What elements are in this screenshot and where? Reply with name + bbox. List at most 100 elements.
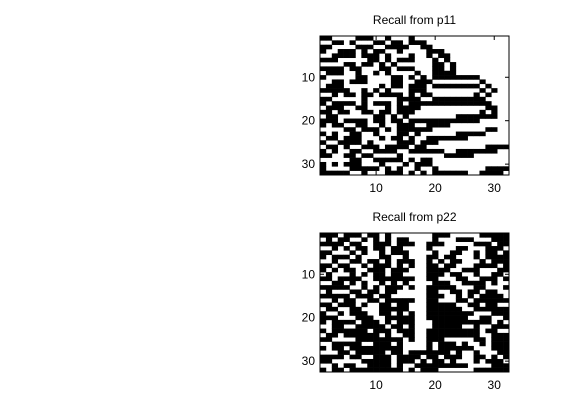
pixel-cell [396, 367, 403, 373]
pixel-cell [325, 153, 333, 158]
pixel-cell [355, 36, 362, 41]
pixel-cell [461, 83, 468, 89]
pixel-cell [438, 337, 445, 342]
subplot-1: Recall from p11 10 20 30 10 20 30 [302, 13, 510, 195]
pixel-cell [432, 328, 439, 334]
pixel-cell [420, 367, 427, 373]
pixel-cell [426, 328, 433, 334]
pixel-cell [491, 254, 498, 260]
pixel-cell [384, 36, 392, 41]
pixel-cell [455, 131, 463, 137]
pixel-cell [325, 354, 333, 360]
pixel-cell [384, 332, 392, 338]
pixel-cell [396, 79, 403, 85]
pixel-cell [438, 350, 445, 355]
pixel-cell [361, 345, 368, 351]
pixel-cell [408, 337, 415, 342]
pixel-cell [384, 319, 392, 325]
pixel-cell [384, 148, 392, 154]
pixel-cell [343, 101, 350, 106]
pixel-cell [497, 306, 504, 312]
pixel-cell [355, 135, 362, 141]
pixel-cell [384, 358, 392, 364]
pixel-cell [426, 254, 433, 260]
pixel-cell [467, 267, 474, 273]
pixel-cell [355, 328, 362, 334]
pixel-cell [438, 53, 445, 59]
subplot-title: Recall from p11 [373, 13, 456, 27]
pixel-cell [414, 83, 421, 89]
pixel-cell [485, 127, 492, 132]
pixel-cell [432, 75, 439, 80]
pixel-cell [390, 298, 398, 303]
pixel-cell [373, 298, 380, 303]
pixel-cell [349, 306, 356, 312]
pixel-cell [479, 298, 486, 303]
pixel-cell [420, 127, 427, 132]
pixel-cell [349, 233, 356, 238]
pixel-cell [384, 315, 392, 321]
x-tick-label: 20 [428, 181, 442, 195]
pixel-cell [396, 75, 403, 80]
pixel-cell [384, 157, 392, 163]
pixel-cell [384, 166, 392, 171]
pixel-cell [379, 267, 386, 273]
pixel-cell [320, 263, 327, 269]
pixel-cell [361, 109, 368, 115]
pixel-cell [349, 341, 356, 347]
pixel-cell [473, 367, 480, 373]
pixel-cell [355, 122, 362, 128]
pixel-cell [491, 363, 498, 368]
pixel-cell [491, 250, 498, 256]
pixel-cell [379, 350, 386, 355]
pixel-cell [373, 350, 380, 355]
pixel-cell [408, 109, 415, 115]
pixel-cell [367, 259, 374, 264]
pixel-cell [373, 341, 380, 347]
pixel-cell [379, 358, 386, 364]
pixel-cell [444, 341, 451, 347]
pixel-cell [455, 237, 463, 242]
pixel-cell [390, 289, 398, 295]
pixel-cell [485, 319, 492, 325]
pixel-cell [467, 289, 474, 295]
pixel-cell [503, 367, 510, 373]
pixel-cell [473, 272, 480, 277]
pixel-cell [325, 233, 333, 238]
pixel-cell [491, 166, 498, 171]
pixel-cell [473, 306, 480, 312]
pixel-cell [320, 285, 327, 290]
pixel-cell [420, 88, 427, 93]
pixel-cell [408, 259, 415, 264]
pixel-cell [449, 118, 457, 124]
pixel-cell [331, 259, 339, 264]
pixel-cell [325, 96, 333, 102]
pixel-cell [449, 62, 457, 67]
pixel-cell [384, 263, 392, 269]
pixel-cell [438, 96, 445, 102]
pixel-cell [485, 306, 492, 312]
pixel-cell [379, 40, 386, 45]
pixel-cell [503, 337, 510, 342]
pixel-cell [390, 367, 398, 373]
pixel-cell [438, 259, 445, 264]
pixel-cell [461, 298, 468, 303]
pixel-cell [473, 280, 480, 286]
pixel-cell [485, 276, 492, 282]
pixel-cell [438, 328, 445, 334]
pixel-cell [432, 62, 439, 67]
pixel-cell [320, 337, 327, 342]
pixel-cell [426, 127, 433, 132]
pixel-cell [320, 148, 327, 154]
pixel-cell [320, 36, 327, 41]
pixel-cell [432, 315, 439, 321]
pixel-cell [367, 109, 374, 115]
pixel-cell [396, 140, 403, 145]
x-tick-label: 10 [369, 378, 383, 392]
pixel-cell [367, 324, 374, 329]
pixel-cell [426, 118, 433, 124]
pixel-cell [455, 328, 463, 334]
pixel-cell [337, 88, 344, 93]
pixel-cell [438, 280, 445, 286]
pixel-cell [420, 358, 427, 364]
